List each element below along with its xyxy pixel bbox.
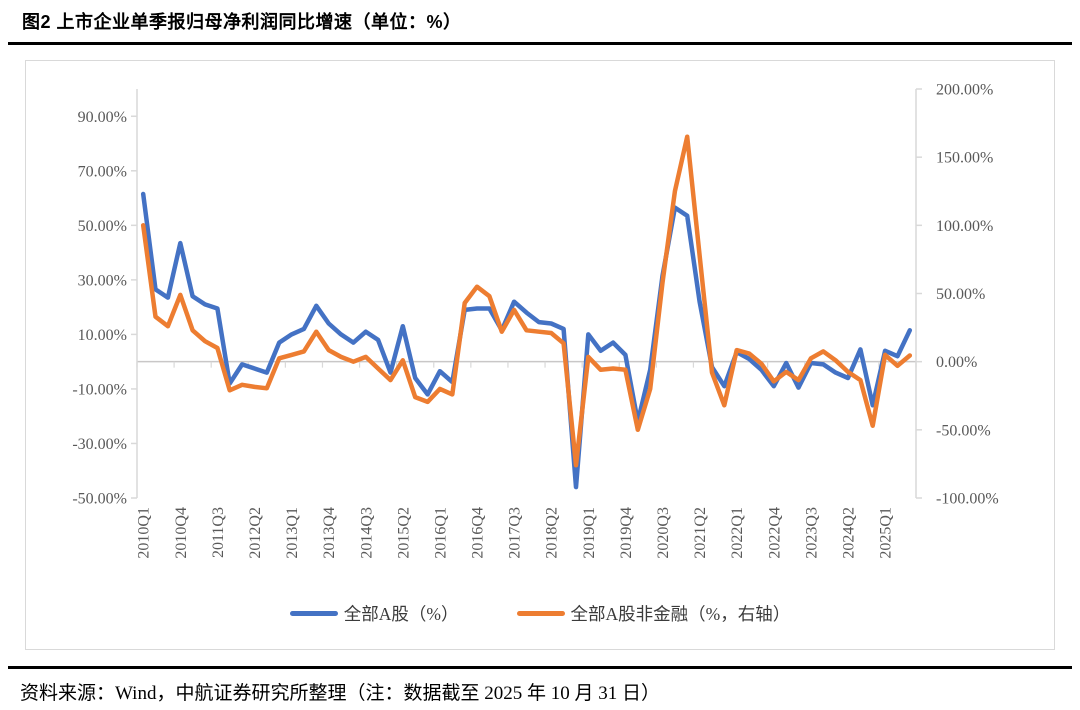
source-note: 资料来源：Wind，中航证券研究所整理（注：数据截至 2025 年 10 月 3… [20, 683, 660, 704]
left-axis-tick-label: 90.00% [78, 109, 127, 126]
right-axis-tick-label: -100.00% [936, 491, 999, 508]
legend-label: 全部A股（%） [343, 604, 459, 624]
x-axis-tick-label: 2011Q3 [210, 507, 227, 558]
legend-item-all-a-shares: 全部A股（%） [289, 601, 459, 626]
right-axis-tick-label: 100.00% [936, 218, 993, 235]
left-axis-tick-label: 70.00% [78, 163, 127, 180]
chart-legend: 全部A股（%） 全部A股非金融（%，右轴） [26, 601, 1054, 626]
right-axis-tick-label: 200.00% [936, 82, 993, 99]
x-axis-tick-label: 2015Q2 [395, 507, 412, 559]
right-axis-tick-label: 0.00% [936, 354, 977, 371]
right-axis-tick-label: 150.00% [936, 150, 993, 167]
x-axis-tick-label: 2017Q3 [507, 507, 524, 559]
series-line-nonfinancial [140, 134, 913, 468]
x-axis-tick-label: 2024Q2 [840, 507, 857, 559]
top-divider [8, 42, 1072, 45]
left-axis-tick-label: -30.00% [72, 436, 127, 453]
x-axis-tick-label: 2022Q4 [766, 507, 783, 559]
x-axis-tick-label: 2013Q4 [321, 507, 338, 559]
x-axis-tick-label: 2016Q4 [470, 507, 487, 559]
x-axis-tick-label: 2025Q1 [878, 507, 895, 559]
chart-frame: 90.00% 70.00% 50.00% 30.00% 10.00% -10.00% -30… [25, 60, 1055, 650]
left-axis-tick-label: 50.00% [78, 218, 127, 235]
orange-line-swatch [516, 610, 565, 617]
left-axis-tick-label: -50.00% [72, 491, 127, 508]
x-axis-tick-label: 2021Q2 [692, 507, 709, 559]
x-axis-tick-label: 2014Q3 [358, 507, 375, 559]
left-axis-tick-label: 30.00% [78, 272, 127, 289]
right-axis-tick-label: -50.00% [936, 422, 991, 439]
legend-label: 全部A股非金融（%，右轴） [570, 604, 791, 624]
x-axis-tick-label: 2020Q3 [655, 507, 672, 559]
x-axis-tick-label: 2023Q3 [803, 507, 820, 559]
x-axis-tick-label: 2019Q4 [618, 507, 635, 559]
x-axis-tick-label: 2013Q1 [284, 507, 301, 559]
legend-item-nonfinancial: 全部A股非金融（%，右轴） [516, 601, 791, 626]
series-line-all-a-shares [140, 191, 913, 490]
x-axis-tick-label: 2016Q1 [432, 507, 449, 559]
bottom-divider [8, 666, 1072, 669]
line-chart-canvas: 90.00% 70.00% 50.00% 30.00% 10.00% -10.00% -30… [72, 82, 999, 559]
x-axis-tick-label: 2018Q2 [544, 507, 561, 559]
right-axis-tick-label: 50.00% [936, 286, 985, 303]
figure-title: 图2 上市企业单季报归母净利润同比增速（单位：%） [22, 12, 462, 32]
x-axis-tick-label: 2022Q1 [729, 507, 746, 559]
left-axis-tick-label: 10.00% [78, 327, 127, 344]
x-axis-tick-label: 2010Q1 [136, 507, 153, 559]
x-axis-tick-label: 2019Q1 [581, 507, 598, 559]
blue-line-swatch [289, 610, 338, 617]
left-axis-tick-label: -10.00% [72, 381, 127, 398]
x-axis-tick-label: 2010Q4 [173, 507, 190, 559]
x-axis-tick-label: 2012Q2 [247, 507, 264, 559]
